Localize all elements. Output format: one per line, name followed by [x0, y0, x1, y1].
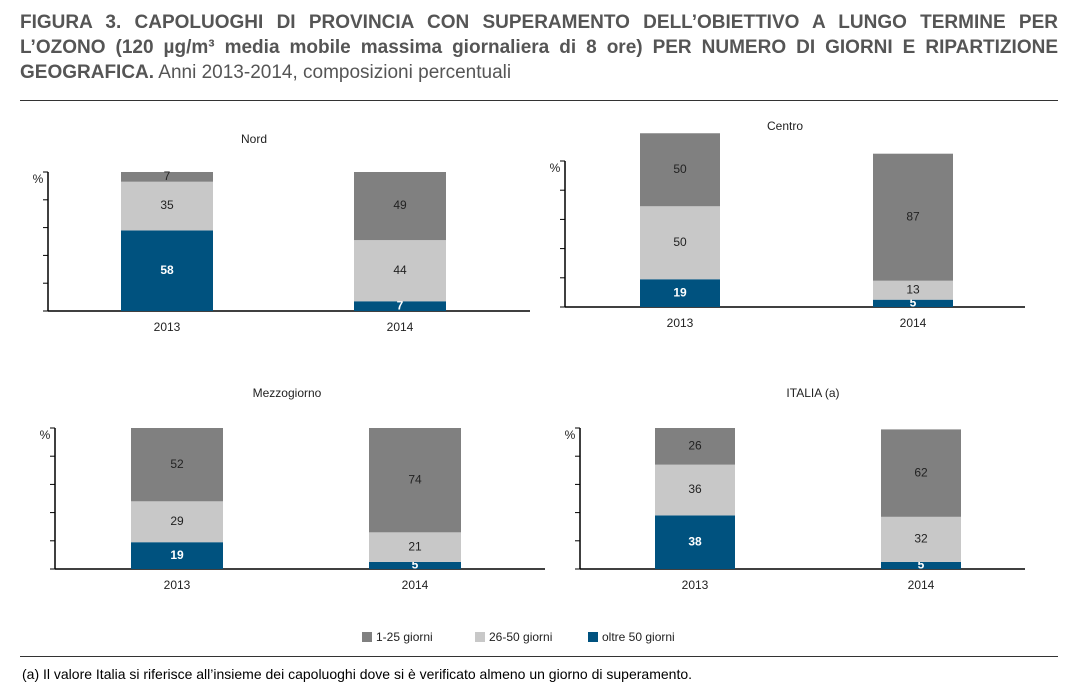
data-label: 74 [408, 472, 422, 486]
data-label: 26 [688, 439, 702, 453]
header: FIGURA 3. CAPOLUOGHI DI PROVINCIA CON SU… [20, 10, 1058, 85]
data-label: 7 [397, 298, 404, 312]
bar-segment [873, 299, 953, 307]
bar-segment [131, 542, 223, 569]
y-axis-label: % [565, 428, 576, 442]
panel-title: Mezzogiorno [253, 386, 322, 400]
data-label: 35 [160, 198, 174, 212]
bar-segment [369, 428, 461, 533]
bar-segment [881, 429, 961, 517]
data-label: 7 [164, 169, 171, 183]
data-label: 50 [673, 235, 687, 249]
bar-segment [655, 515, 735, 569]
bar-segment [881, 561, 961, 569]
bar-segment [354, 301, 446, 311]
bar-segment [354, 240, 446, 302]
data-label: 32 [914, 532, 928, 546]
data-label: 19 [673, 285, 687, 299]
data-label: 49 [393, 198, 407, 212]
data-label: 38 [688, 534, 702, 548]
bar-segment [354, 172, 446, 241]
bar-segment [131, 428, 223, 502]
x-tick-label: 2013 [682, 578, 709, 592]
bar-segment [369, 532, 461, 562]
bar-segment [121, 172, 213, 182]
y-axis-label: % [550, 161, 561, 175]
data-label: 5 [918, 558, 925, 572]
data-label: 19 [170, 548, 184, 562]
y-axis-label: % [33, 172, 44, 186]
bar-segment [873, 153, 953, 281]
figure-title: FIGURA 3. CAPOLUOGHI DI PROVINCIA CON SU… [20, 12, 1058, 83]
footnote: (a) Il valore Italia si riferisce all’in… [22, 666, 693, 682]
data-label: 50 [673, 162, 687, 176]
data-label: 13 [906, 282, 920, 296]
bar-segment [131, 501, 223, 543]
data-label: 21 [408, 539, 422, 553]
rule [20, 100, 1058, 101]
data-label: 62 [914, 465, 928, 479]
legend-label: 26-50 giorni [489, 630, 552, 644]
data-label: 44 [393, 263, 407, 277]
legend-swatch [362, 632, 372, 642]
legend-label: oltre 50 giorni [602, 630, 675, 644]
data-label: 58 [160, 263, 174, 277]
bar-segment [121, 181, 213, 231]
data-label: 5 [412, 558, 419, 572]
bar-segment [640, 206, 720, 280]
data-label: 29 [170, 514, 184, 528]
legend-label: 1-25 giorni [376, 630, 433, 644]
bar-segment [655, 464, 735, 516]
panel-title: Centro [767, 119, 803, 133]
figure-subtitle: Anni 2013-2014, composizioni percentuali [158, 62, 512, 83]
x-tick-label: 2014 [908, 578, 935, 592]
data-label: 52 [170, 457, 184, 471]
bar-segment [369, 561, 461, 569]
bar-segment [640, 279, 720, 307]
data-label: 87 [906, 209, 920, 223]
y-axis-label: % [40, 428, 51, 442]
bar-segment [881, 516, 961, 562]
x-tick-label: 2013 [667, 316, 694, 330]
bar-segment [640, 133, 720, 207]
panel-title: ITALIA (a) [786, 386, 839, 400]
panel-title: Nord [241, 132, 267, 146]
data-label: 5 [910, 296, 917, 310]
legend-swatch [588, 632, 598, 642]
bar-segment [873, 280, 953, 300]
x-tick-label: 2013 [154, 320, 181, 334]
rule [20, 656, 1058, 657]
x-tick-label: 2014 [387, 320, 414, 334]
bar-segment [121, 230, 213, 311]
bar-segment [655, 428, 735, 465]
data-label: 36 [688, 482, 702, 496]
x-tick-label: 2013 [164, 578, 191, 592]
legend-swatch [475, 632, 485, 642]
x-tick-label: 2014 [402, 578, 429, 592]
x-tick-label: 2014 [900, 316, 927, 330]
